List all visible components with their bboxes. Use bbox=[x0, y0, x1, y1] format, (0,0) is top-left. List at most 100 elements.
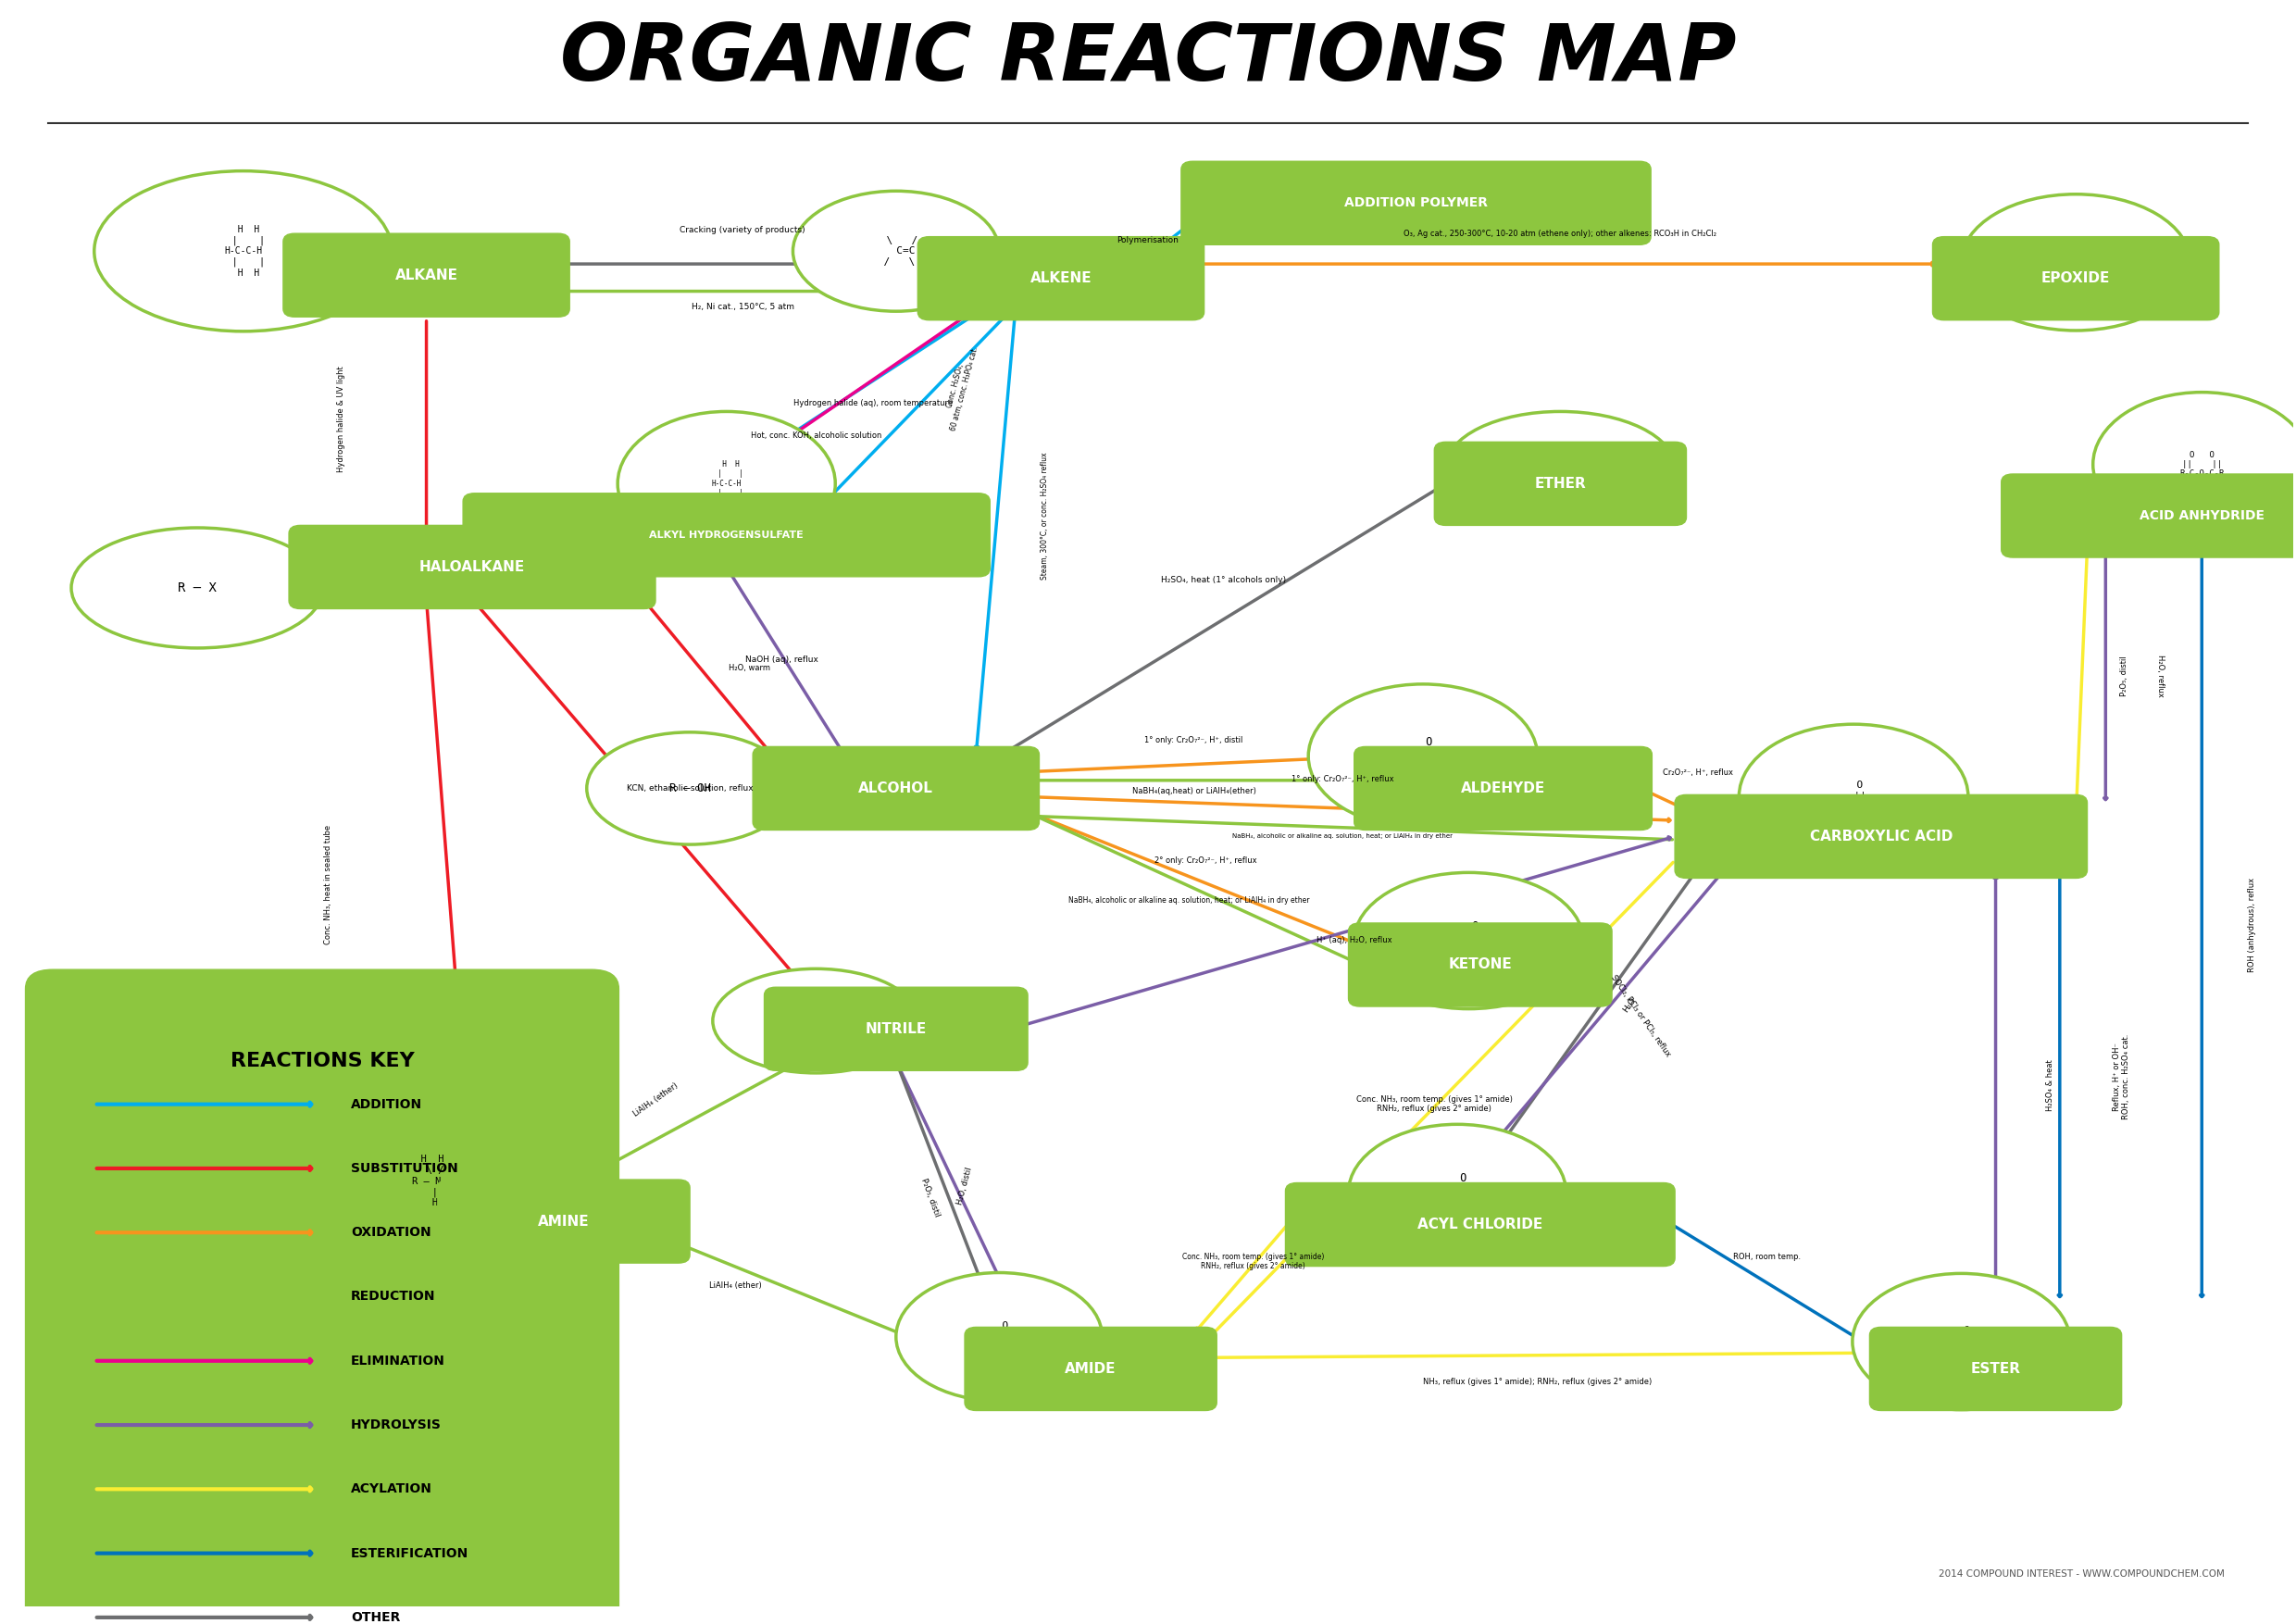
FancyBboxPatch shape bbox=[439, 1179, 689, 1263]
FancyBboxPatch shape bbox=[1869, 1327, 2122, 1411]
Text: HYDROLYSIS: HYDROLYSIS bbox=[351, 1418, 441, 1431]
Text: ROH, room temp.: ROH, room temp. bbox=[1733, 1252, 1800, 1260]
Text: H₂O, warm: H₂O, warm bbox=[728, 664, 769, 672]
Text: NaOH (aq), reflux: NaOH (aq), reflux bbox=[744, 656, 817, 664]
Text: R — X: R — X bbox=[177, 581, 216, 594]
Text: Conc. NH₃, room temp. (gives 1° amide)
RNH₂, reflux (gives 2° amide): Conc. NH₃, room temp. (gives 1° amide) R… bbox=[1357, 1095, 1513, 1112]
Ellipse shape bbox=[1309, 684, 1538, 828]
Text: NaBH₄(aq,heat) or LiAlH₄(ether): NaBH₄(aq,heat) or LiAlH₄(ether) bbox=[1132, 788, 1256, 796]
Text: Cracking (variety of products): Cracking (variety of products) bbox=[680, 226, 806, 234]
Text: H  H
   \ /
R — N
   |
   H: H H \ / R — N | H bbox=[409, 1155, 443, 1208]
Text: REACTIONS KEY: REACTIONS KEY bbox=[230, 1052, 413, 1070]
FancyBboxPatch shape bbox=[25, 970, 620, 1624]
FancyBboxPatch shape bbox=[1286, 1182, 1674, 1267]
FancyBboxPatch shape bbox=[1355, 747, 1653, 830]
Ellipse shape bbox=[2094, 393, 2296, 536]
Text: 2014 COMPOUND INTEREST - WWW.COMPOUNDCHEM.COM: 2014 COMPOUND INTEREST - WWW.COMPOUNDCHE… bbox=[1938, 1569, 2225, 1579]
Text: ACID ANHYDRIDE: ACID ANHYDRIDE bbox=[2140, 510, 2264, 523]
Text: H₂O, reflux: H₂O, reflux bbox=[2156, 654, 2165, 697]
Text: 1° only: Cr₂O₇²⁻, H⁺, reflux: 1° only: Cr₂O₇²⁻, H⁺, reflux bbox=[1293, 775, 1394, 783]
FancyBboxPatch shape bbox=[2002, 474, 2296, 557]
Text: R — OH: R — OH bbox=[668, 783, 712, 794]
Text: ALKENE: ALKENE bbox=[1031, 271, 1093, 286]
Text: Hot, conc. KOH, alcoholic solution: Hot, conc. KOH, alcoholic solution bbox=[751, 432, 882, 440]
Text: Cr₂O₇²⁻, H⁺, reflux: Cr₂O₇²⁻, H⁺, reflux bbox=[1662, 768, 1733, 776]
Text: H₂SO₄ & heat: H₂SO₄ & heat bbox=[2046, 1059, 2055, 1111]
FancyBboxPatch shape bbox=[753, 747, 1040, 830]
FancyBboxPatch shape bbox=[918, 237, 1203, 320]
Ellipse shape bbox=[1853, 1273, 2071, 1410]
Text: SUBSTITUTION: SUBSTITUTION bbox=[351, 1161, 457, 1174]
Text: EPOXIDE: EPOXIDE bbox=[2041, 271, 2110, 286]
Text: HALOALKANE: HALOALKANE bbox=[420, 560, 526, 573]
Text: ORGANIC REACTIONS MAP: ORGANIC REACTIONS MAP bbox=[560, 19, 1736, 97]
Text: ROH (anhydrous), reflux: ROH (anhydrous), reflux bbox=[2248, 877, 2257, 971]
Text: P₂O₅, distil: P₂O₅, distil bbox=[918, 1177, 941, 1218]
FancyBboxPatch shape bbox=[1435, 442, 1685, 525]
FancyBboxPatch shape bbox=[964, 1327, 1217, 1411]
Text: O₃, Ag cat., 250-300°C, 10-20 atm (ethene only); other alkenes: RCO₃H in CH₂Cl₂: O₃, Ag cat., 250-300°C, 10-20 atm (ethen… bbox=[1403, 229, 1717, 237]
Text: O
  ||
R—C—NH₂: O || R—C—NH₂ bbox=[978, 1322, 1022, 1353]
Text: O
  ||
R—C—H: O || R—C—H bbox=[1407, 736, 1440, 776]
Text: OXIDATION: OXIDATION bbox=[351, 1226, 432, 1239]
Text: H  H
  |    |
H-C-C-H
  |    |
  H OSO₃H: H H | | H-C-C-H | | H OSO₃H bbox=[707, 460, 746, 507]
Text: ETHER: ETHER bbox=[1534, 477, 1587, 490]
Text: Steam, 300°C, or conc. H₂SO₄ reflux: Steam, 300°C, or conc. H₂SO₄ reflux bbox=[1040, 451, 1049, 580]
Text: Polymerisation: Polymerisation bbox=[1118, 235, 1178, 244]
Text: SOCl₂, PCl₃ or PCl₅, reflux: SOCl₂, PCl₃ or PCl₅, reflux bbox=[1609, 974, 1671, 1059]
FancyBboxPatch shape bbox=[1348, 922, 1612, 1007]
FancyBboxPatch shape bbox=[1674, 794, 2087, 879]
Text: ALKYL HYDROGENSULFATE: ALKYL HYDROGENSULFATE bbox=[650, 531, 804, 539]
Text: \   /
   C=C
  /   \: \ / C=C / \ bbox=[870, 235, 921, 266]
Text: 1° only: Cr₂O₇²⁻, H⁺, distil: 1° only: Cr₂O₇²⁻, H⁺, distil bbox=[1146, 736, 1242, 744]
Text: H₂, Ni cat., 150°C, 5 atm: H₂, Ni cat., 150°C, 5 atm bbox=[691, 304, 794, 312]
Ellipse shape bbox=[94, 171, 393, 331]
Text: Conc. NH₃, room temp. (gives 1° amide)
RNH₂, reflux (gives 2° amide): Conc. NH₃, room temp. (gives 1° amide) R… bbox=[1182, 1252, 1325, 1270]
Text: LiAlH₄ (ether): LiAlH₄ (ether) bbox=[709, 1281, 762, 1289]
Text: O   O
||    ||
R-C-O-C-R: O O || || R-C-O-C-R bbox=[2179, 450, 2225, 477]
Text: NH₃, reflux (gives 1° amide); RNH₂, reflux (gives 2° amide): NH₃, reflux (gives 1° amide); RNH₂, refl… bbox=[1424, 1377, 1651, 1385]
Ellipse shape bbox=[1961, 195, 2190, 331]
Text: Conc. NH₃, heat in sealed tube: Conc. NH₃, heat in sealed tube bbox=[324, 825, 333, 944]
Ellipse shape bbox=[792, 192, 999, 312]
Text: AMINE: AMINE bbox=[537, 1215, 590, 1228]
Ellipse shape bbox=[1738, 724, 1968, 869]
Text: H₂SO₄, heat (1° alcohols only): H₂SO₄, heat (1° alcohols only) bbox=[1162, 577, 1286, 585]
Text: NaBH₄, alcoholic or alkaline aq. solution, heat; or LiAlH₄ in dry ether: NaBH₄, alcoholic or alkaline aq. solutio… bbox=[1068, 896, 1309, 905]
Ellipse shape bbox=[588, 732, 792, 844]
Ellipse shape bbox=[895, 1273, 1102, 1402]
Text: OTHER: OTHER bbox=[351, 1611, 400, 1624]
Ellipse shape bbox=[1348, 1124, 1566, 1260]
Text: H₂O, distil: H₂O, distil bbox=[955, 1166, 974, 1205]
Ellipse shape bbox=[71, 528, 324, 648]
Text: H⁺ (aq), H₂O, reflux: H⁺ (aq), H₂O, reflux bbox=[1316, 937, 1391, 945]
Text: O
  ||
R—C—O—R: O || R—C—O—R bbox=[1940, 1325, 1981, 1358]
Ellipse shape bbox=[1446, 411, 1674, 525]
Text: KCN, ethanolic solution, reflux: KCN, ethanolic solution, reflux bbox=[627, 784, 753, 793]
Text: ELIMINATION: ELIMINATION bbox=[351, 1354, 445, 1367]
Text: P₂O₅, distil: P₂O₅, distil bbox=[2119, 656, 2128, 697]
Text: CARBOXYLIC ACID: CARBOXYLIC ACID bbox=[1809, 830, 1952, 843]
Text: 2° only: Cr₂O₇²⁻, H⁺, reflux: 2° only: Cr₂O₇²⁻, H⁺, reflux bbox=[1155, 856, 1256, 864]
Text: AMIDE: AMIDE bbox=[1065, 1363, 1116, 1376]
Text: O
  ||
R—C—Cl: O || R—C—Cl bbox=[1437, 1173, 1476, 1213]
Text: ADDITION POLYMER: ADDITION POLYMER bbox=[1343, 197, 1488, 209]
Text: Conc. H₂SO₄,
60 atm, conc. H₃PO₄ cat.: Conc. H₂SO₄, 60 atm, conc. H₃PO₄ cat. bbox=[941, 343, 980, 432]
FancyBboxPatch shape bbox=[289, 525, 654, 609]
Text: O
  ||
R—C—OH: O || R—C—OH bbox=[1835, 781, 1871, 812]
Ellipse shape bbox=[317, 1117, 535, 1246]
Text: ALKANE: ALKANE bbox=[395, 268, 457, 283]
Ellipse shape bbox=[618, 411, 836, 555]
Text: ALCOHOL: ALCOHOL bbox=[859, 781, 934, 796]
FancyBboxPatch shape bbox=[464, 494, 990, 577]
Ellipse shape bbox=[712, 970, 918, 1073]
Text: O
  ||
R—C—R: O || R—C—R bbox=[1453, 921, 1486, 961]
Text: KETONE: KETONE bbox=[1449, 958, 1513, 971]
Text: ESTERIFICATION: ESTERIFICATION bbox=[351, 1546, 468, 1559]
FancyBboxPatch shape bbox=[282, 234, 569, 317]
Ellipse shape bbox=[1355, 872, 1584, 1009]
FancyBboxPatch shape bbox=[1180, 161, 1651, 245]
Text: ESTER: ESTER bbox=[1970, 1363, 2020, 1376]
Text: Hydrogen halide (aq), room temperature: Hydrogen halide (aq), room temperature bbox=[794, 400, 953, 408]
Text: NaBH₄, alcoholic or alkaline aq. solution, heat; or LiAlH₄ in dry ether: NaBH₄, alcoholic or alkaline aq. solutio… bbox=[1233, 833, 1453, 840]
